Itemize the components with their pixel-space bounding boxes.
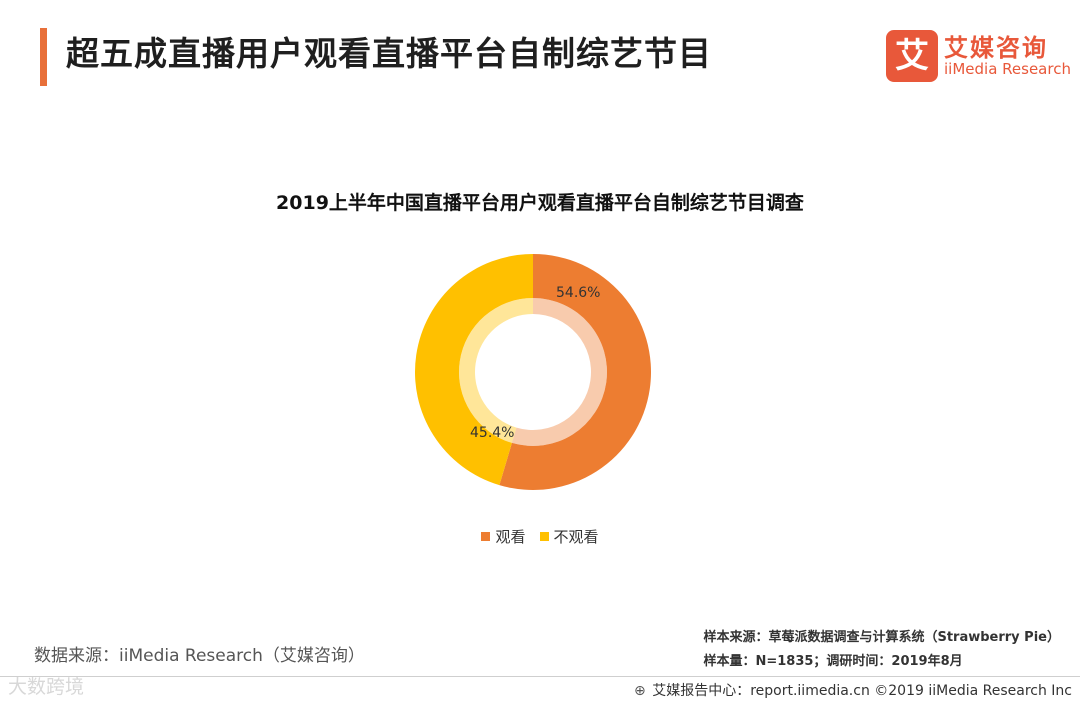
- data-source: 数据来源：iiMedia Research（艾媒咨询）: [34, 646, 365, 666]
- page-title: 超五成直播用户观看直播平台自制综艺节目: [66, 34, 712, 73]
- sample-source: 样本来源：草莓派数据调查与计算系统（Strawberry Pie）: [703, 630, 1060, 645]
- footer: ⊕ 艾媒报告中心：report.iimedia.cn ©2019 iiMedia…: [634, 680, 1072, 700]
- legend-label-not-watch: 不观看: [553, 528, 599, 546]
- data-label-not-watch: 45.4%: [470, 425, 514, 441]
- donut-slice-watch: [499, 254, 651, 490]
- logo-cn-text: 艾媒咨询: [944, 34, 1048, 62]
- footer-text: 艾媒报告中心：report.iimedia.cn ©2019 iiMedia R…: [652, 683, 1072, 699]
- legend-swatch-watch: [481, 532, 491, 541]
- logo-en-text: iiMedia Research: [944, 60, 1071, 78]
- chart-legend: 观看 不观看: [0, 526, 1080, 547]
- footer-divider: [0, 676, 1080, 677]
- data-label-watch: 54.6%: [556, 285, 600, 301]
- sample-size: 样本量：N=1835；调研时间：2019年8月: [703, 654, 963, 669]
- donut-halo-watch: [511, 298, 607, 447]
- legend-label-watch: 观看: [495, 528, 526, 546]
- logo-mark: 艾: [886, 30, 938, 82]
- iimedia-logo: 艾 艾媒咨询 iiMedia Research: [886, 28, 1071, 82]
- chart-title: 2019上半年中国直播平台用户观看直播平台自制综艺节目调查: [276, 192, 804, 214]
- title-accent-bar: [40, 28, 47, 86]
- donut-slice-not-watch: [415, 253, 533, 486]
- legend-item-watch: 观看: [481, 526, 526, 547]
- globe-icon: ⊕: [634, 683, 646, 699]
- legend-swatch-not-watch: [539, 532, 549, 541]
- legend-item-not-watch: 不观看: [539, 526, 599, 547]
- watermark: 大数跨境: [8, 676, 85, 698]
- sample-info: 样本来源：草莓派数据调查与计算系统（Strawberry Pie） 样本量：N=…: [703, 626, 1060, 674]
- donut-halo-not-watch: [458, 298, 533, 443]
